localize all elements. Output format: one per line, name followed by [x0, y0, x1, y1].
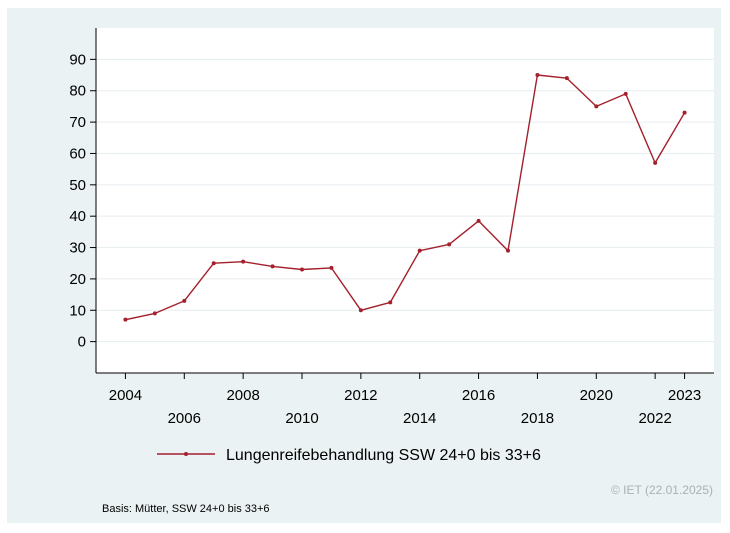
x-tick-label-2006: 2006 [168, 410, 201, 427]
data-point-2020 [594, 104, 599, 109]
data-point-2010 [300, 267, 304, 272]
data-point-2014 [417, 248, 422, 253]
data-point-2007 [211, 261, 216, 266]
data-point-2023 [682, 110, 687, 115]
y-tick-label-20: 20 [69, 271, 86, 288]
x-tick-label-2004: 2004 [109, 387, 142, 404]
y-tick-label-90: 90 [69, 51, 86, 68]
data-point-2006 [182, 298, 187, 303]
data-point-2009 [270, 264, 275, 269]
y-tick-label-40: 40 [69, 208, 86, 225]
data-point-2017 [506, 248, 510, 253]
x-tick-label-2008: 2008 [226, 387, 259, 404]
x-tick-label-2010: 2010 [285, 410, 318, 427]
series-line-0 [125, 74, 686, 321]
copyright-credit: © IET (22.01.2025) [610, 483, 713, 497]
x-tick-label-2022: 2022 [638, 410, 671, 427]
chart-panel: 0 10 20 30 40 50 60 70 80 90 2004 2008 2012 2016 2020 2… [7, 8, 721, 523]
data-point-2018 [535, 73, 540, 78]
data-point-2011 [329, 265, 334, 270]
data-point-2005 [152, 311, 157, 316]
data-point-2004 [123, 317, 128, 322]
data-point-2016 [476, 218, 481, 223]
data-point-2015 [447, 242, 452, 247]
data-point-2012 [358, 308, 363, 313]
x-tick-label-2018: 2018 [521, 410, 554, 427]
y-tick-label-60: 60 [69, 145, 86, 162]
data-point-2013 [388, 300, 393, 305]
data-point-2008 [241, 259, 246, 264]
y-tick-label-10: 10 [69, 302, 86, 319]
data-point-2019 [564, 76, 569, 81]
y-tick-label-50: 50 [69, 177, 86, 194]
x-tick-label-2020: 2020 [580, 387, 613, 404]
x-tick-label-2014: 2014 [403, 410, 436, 427]
data-point-2022 [653, 160, 658, 165]
y-tick-label-70: 70 [69, 114, 86, 131]
legend-label: Lungenreifebehandlung SSW 24+0 bis 33+6 [226, 447, 541, 464]
y-tick-label-30: 30 [69, 240, 86, 257]
y-tick-label-80: 80 [69, 83, 86, 100]
footnote: Basis: Mütter, SSW 24+0 bis 33+6 [102, 503, 270, 515]
y-tick-label-0: 0 [78, 334, 86, 351]
plot-area [96, 28, 714, 373]
data-point-2021 [623, 91, 628, 96]
line-chart: 0 10 20 30 40 50 60 70 80 90 2004 2008 2012 2016 2020 2… [69, 28, 714, 464]
x-tick-label-2016: 2016 [462, 387, 495, 404]
x-tick-label-2012: 2012 [344, 387, 377, 404]
x-tick-label-2023: 2023 [668, 387, 701, 404]
legend-marker [184, 452, 188, 456]
